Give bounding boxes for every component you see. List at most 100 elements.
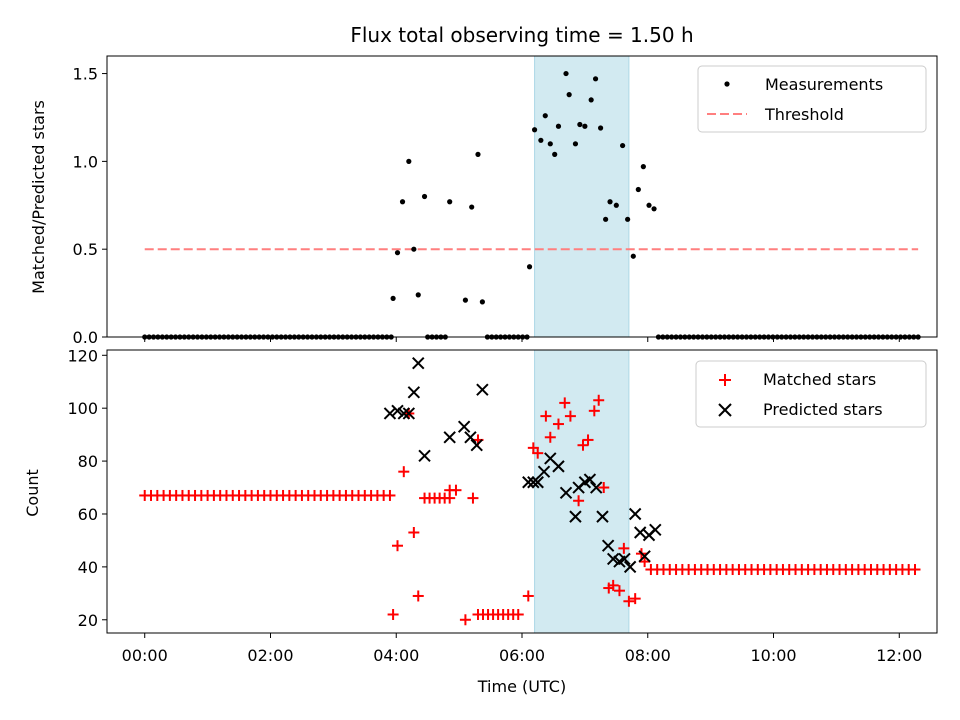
ratio-y-axis-label: Matched/Predicted stars (29, 100, 48, 294)
legend-measurements-label: Measurements (765, 75, 883, 94)
count-panel: 20 40 60 80 100 120 00:00 02:00 04:00 06:00 08:00… (23, 346, 938, 696)
count-y-tick-label: 120 (67, 346, 98, 365)
legend-measurements-marker (724, 81, 730, 87)
count-x-tick-label: 06:00 (499, 646, 545, 665)
x-axis-label: Time (UTC) (477, 677, 566, 696)
measurement-point (411, 246, 417, 252)
measurement-point (588, 97, 594, 103)
count-x-tick-label: 04:00 (373, 646, 419, 665)
predicted-star-marker (443, 431, 456, 444)
predicted-stars-layer (383, 357, 662, 574)
matched-star-marker (552, 418, 564, 430)
count-x-tick-label: 10:00 (750, 646, 796, 665)
predicted-star-marker (531, 476, 544, 489)
matched-star-marker (512, 608, 524, 620)
predicted-star-stroke (559, 486, 573, 500)
predicted-star-stroke (634, 526, 647, 539)
measurement-point (447, 199, 453, 205)
chart-title: Flux total observing time = 1.50 h (350, 23, 693, 47)
legend-matched-marker (719, 374, 731, 386)
matched-star-marker (607, 579, 619, 591)
matched-star-marker (392, 540, 403, 552)
predicted-star-stroke (476, 383, 489, 396)
count-y-tick-label: 100 (67, 399, 98, 418)
predicted-star-stroke (397, 407, 410, 420)
predicted-star-marker (552, 460, 565, 473)
predicted-star-marker (470, 439, 483, 452)
predicted-star-stroke (402, 407, 416, 420)
ratio-legend: Measurements Threshold (697, 65, 927, 133)
predicted-star-stroke (552, 460, 565, 473)
count-legend-box (695, 360, 927, 428)
predicted-star-stroke (412, 357, 425, 370)
count-y-tick-label: 80 (78, 452, 98, 471)
predicted-star-stroke (527, 476, 540, 489)
measurement-point (390, 295, 396, 301)
measurement-points-layer (142, 70, 921, 340)
matched-star-marker (467, 492, 479, 504)
ratio-panel: 0.0 0.5 1.0 1.5 Matched/Predicted stars Mea… (29, 55, 938, 347)
predicted-star-marker (569, 510, 582, 523)
measurement-point (399, 199, 406, 205)
measurement-point (526, 264, 533, 270)
predicted-star-marker (649, 523, 662, 537)
matched-star-marker (564, 410, 576, 422)
predicted-star-stroke (391, 404, 404, 418)
measurement-point (577, 121, 583, 128)
predicted-star-marker (522, 476, 535, 489)
measurement-point (640, 164, 646, 170)
measurement-point (542, 113, 548, 119)
ratio-y-tick-label: 0.0 (73, 328, 98, 347)
matched-star-marker (408, 526, 420, 538)
measurement-point (592, 76, 599, 82)
ratio-y-tick-label: 1.0 (73, 152, 98, 171)
count-legend: Matched stars Predicted stars (695, 360, 927, 428)
matched-star-marker (450, 484, 462, 496)
predicted-star-stroke (583, 473, 597, 486)
legend-threshold-label: Threshold (764, 105, 844, 124)
measurement-point (552, 151, 558, 157)
matched-star-marker (522, 590, 534, 602)
matched-star-marker (639, 556, 651, 568)
ratio-y-tick-label: 0.5 (73, 240, 98, 259)
measurement-point (415, 292, 421, 298)
predicted-star-marker (638, 550, 651, 563)
count-y-ticks: 20 40 60 80 100 120 (67, 346, 107, 630)
legend-predicted-marker (718, 403, 732, 417)
predicted-star-marker (476, 383, 489, 396)
count-x-tick-label: 02:00 (247, 646, 293, 665)
predicted-star-marker (583, 473, 597, 486)
predicted-star-stroke (606, 552, 620, 566)
matched-star-marker (618, 542, 630, 554)
predicted-star-marker (402, 407, 416, 420)
measurement-point (635, 186, 641, 193)
predicted-star-marker (457, 420, 471, 433)
count-x-ticks: 00:00 02:00 04:00 06:00 08:00 10:00 12:00 (122, 633, 922, 665)
measurement-point (651, 206, 657, 212)
measurement-point (597, 125, 604, 131)
predicted-star-marker (606, 552, 620, 566)
measurement-point (603, 216, 609, 222)
predicted-star-stroke (569, 510, 582, 523)
measurement-point (555, 123, 562, 129)
predicted-star-stroke (596, 510, 609, 523)
predicted-star-marker (618, 552, 631, 566)
count-x-tick-label: 08:00 (625, 646, 671, 665)
measurement-point (469, 204, 475, 210)
predicted-star-stroke (470, 439, 483, 452)
matched-star-marker (909, 564, 921, 576)
matched-star-marker (613, 585, 625, 597)
count-y-tick-label: 60 (78, 505, 98, 524)
predicted-star-stroke (418, 449, 431, 463)
predicted-star-marker (418, 449, 431, 463)
count-x-tick-label: 12:00 (876, 646, 922, 665)
matched-star-marker (573, 495, 585, 507)
legend-matched-label: Matched stars (763, 370, 876, 389)
predicted-star-marker (628, 507, 642, 521)
matched-star-marker (577, 439, 589, 451)
matched-star-marker (582, 434, 594, 446)
predicted-star-marker (407, 386, 421, 399)
measurement-point (572, 141, 579, 147)
measurement-point (394, 250, 401, 256)
